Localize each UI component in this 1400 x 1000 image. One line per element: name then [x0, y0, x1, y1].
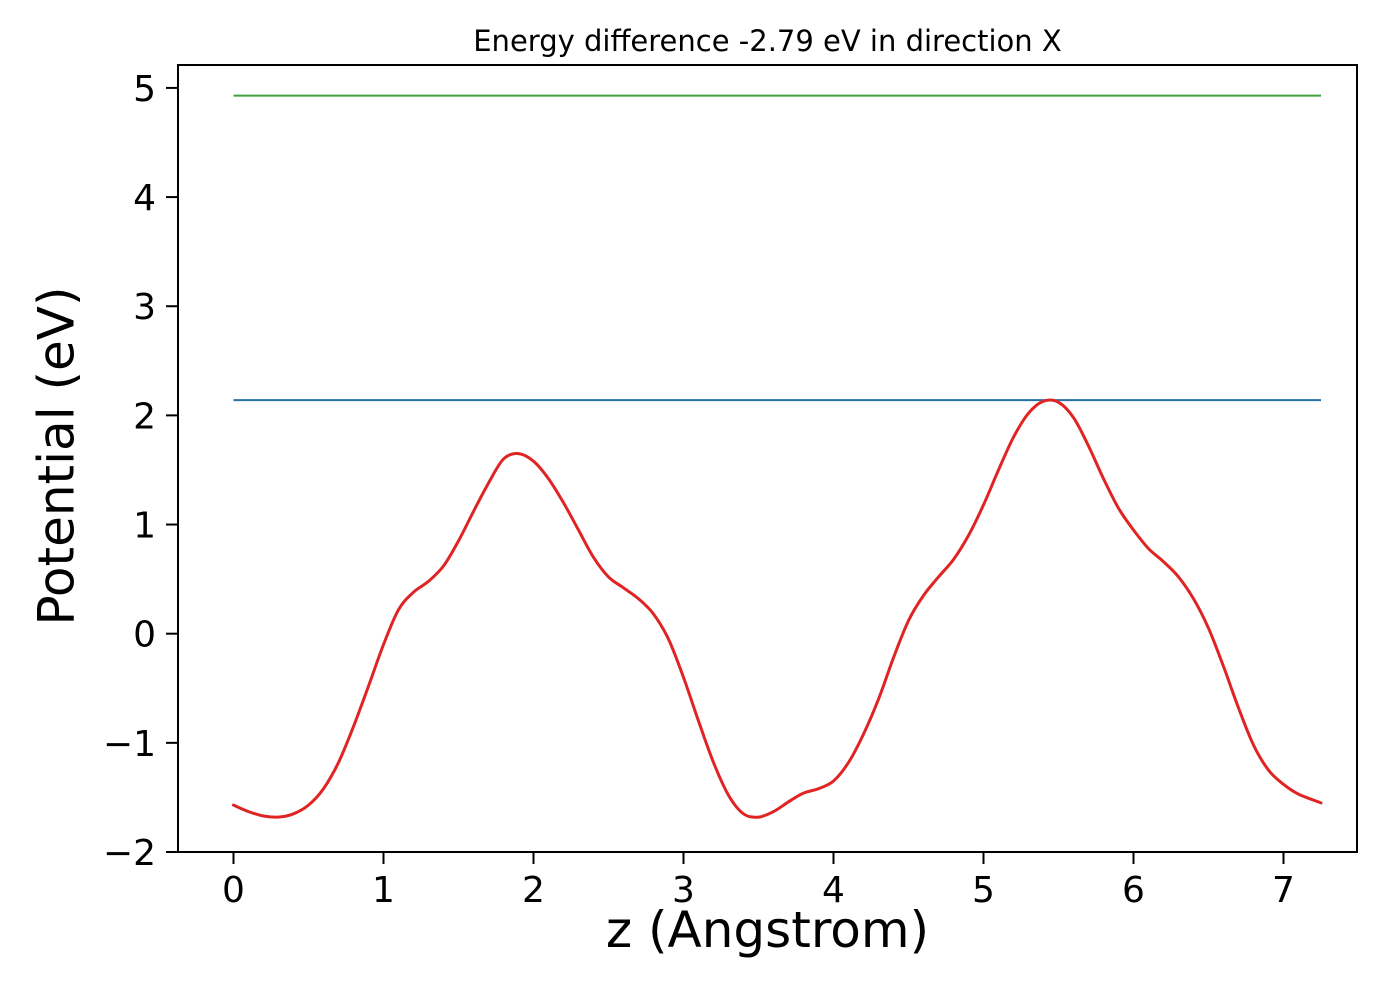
x-axis-label: z (Angstrom) [605, 901, 930, 959]
y-tick-label: −1 [103, 724, 156, 765]
y-tick-label: 1 [133, 506, 156, 547]
chart-title: Energy difference -2.79 eV in direction … [473, 24, 1062, 58]
x-tick-label: 5 [972, 870, 995, 911]
y-axis-label: Potential (eV) [27, 286, 86, 626]
y-tick-label: −2 [103, 833, 156, 874]
y-tick-label: 3 [133, 287, 156, 328]
y-tick-label: 5 [133, 69, 156, 110]
x-tick-label: 7 [1272, 870, 1295, 911]
x-tick-label: 3 [672, 870, 695, 911]
x-tick-label: 0 [222, 870, 245, 911]
y-tick-label: 0 [133, 615, 156, 656]
x-tick-label: 1 [372, 870, 395, 911]
plot-border [177, 64, 1358, 853]
x-tick-label: 4 [822, 870, 845, 911]
x-tick-label: 6 [1122, 870, 1145, 911]
y-tick-label: 2 [133, 396, 156, 437]
potential-curve [232, 398, 1323, 819]
x-tick-label: 2 [522, 870, 545, 911]
y-tick-label: 4 [133, 178, 156, 219]
